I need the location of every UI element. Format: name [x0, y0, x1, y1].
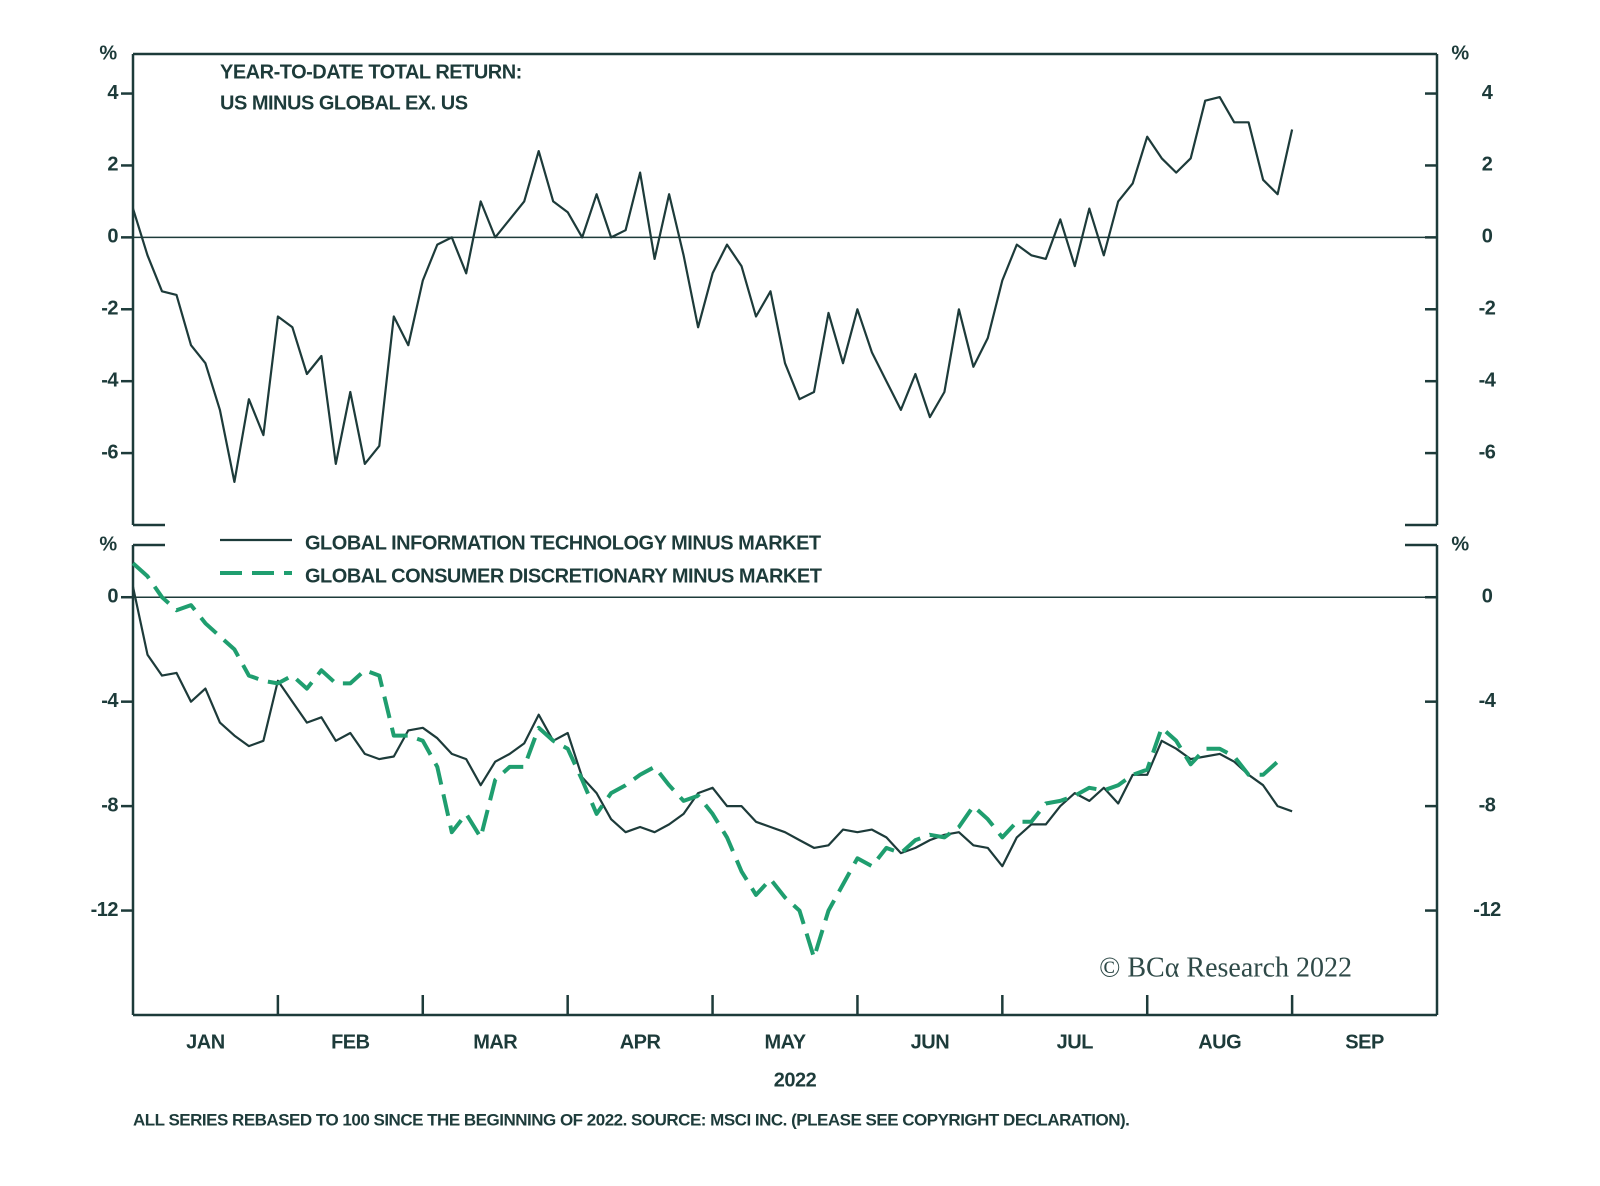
y-tick-label-right: -2 — [1479, 298, 1496, 320]
y-tick-label: 2 — [107, 154, 118, 176]
y-tick-label-right: 4 — [1482, 82, 1494, 104]
y-tick-label: 0 — [107, 586, 118, 608]
y-tick-label: -4 — [101, 369, 119, 391]
y-unit: % — [1451, 533, 1469, 555]
x-tick-label: MAY — [764, 1031, 806, 1053]
panel-title: US MINUS GLOBAL EX. US — [220, 92, 468, 114]
footnote: ALL SERIES REBASED TO 100 SINCE THE BEGI… — [133, 1110, 1129, 1129]
y-unit: % — [99, 42, 117, 64]
x-tick-label: MAR — [473, 1031, 518, 1053]
x-tick-label: AUG — [1198, 1031, 1241, 1053]
series-line — [131, 586, 1293, 868]
y-unit: % — [99, 533, 117, 555]
y-tick-label-right: 2 — [1482, 154, 1493, 176]
y-tick-label-right: 0 — [1482, 226, 1493, 248]
x-tick-label: APR — [620, 1031, 662, 1053]
y-tick-label: -2 — [101, 298, 118, 320]
series-line — [131, 96, 1294, 483]
y-tick-label: -6 — [101, 441, 118, 463]
series-line — [131, 561, 1279, 960]
y-tick-label: -4 — [101, 690, 119, 712]
legend-label: GLOBAL INFORMATION TECHNOLOGY MINUS MARK… — [305, 532, 821, 554]
y-tick-label-right: 0 — [1482, 586, 1493, 608]
x-axis-label: 2022 — [774, 1069, 817, 1091]
y-tick-label-right: -4 — [1479, 690, 1497, 712]
panel-title: YEAR-TO-DATE TOTAL RETURN: — [220, 61, 522, 83]
x-tick-label: JAN — [186, 1031, 225, 1053]
y-tick-label-right: -8 — [1479, 794, 1496, 816]
y-tick-label: 0 — [107, 226, 118, 248]
x-tick-label: FEB — [331, 1031, 370, 1053]
x-tick-label: JUN — [911, 1031, 950, 1053]
y-tick-label: -12 — [91, 899, 119, 921]
x-tick-label: SEP — [1345, 1031, 1384, 1053]
watermark: © BCα Research 2022 — [1099, 952, 1352, 983]
y-unit: % — [1451, 42, 1469, 64]
x-tick-label: JUL — [1057, 1031, 1094, 1053]
y-tick-label-right: -12 — [1473, 899, 1501, 921]
y-tick-label: -8 — [101, 794, 118, 816]
y-tick-label: 4 — [107, 82, 119, 104]
y-tick-label-right: -4 — [1479, 369, 1497, 391]
legend-label: GLOBAL CONSUMER DISCRETIONARY MINUS MARK… — [305, 565, 822, 587]
y-tick-label-right: -6 — [1479, 441, 1496, 463]
